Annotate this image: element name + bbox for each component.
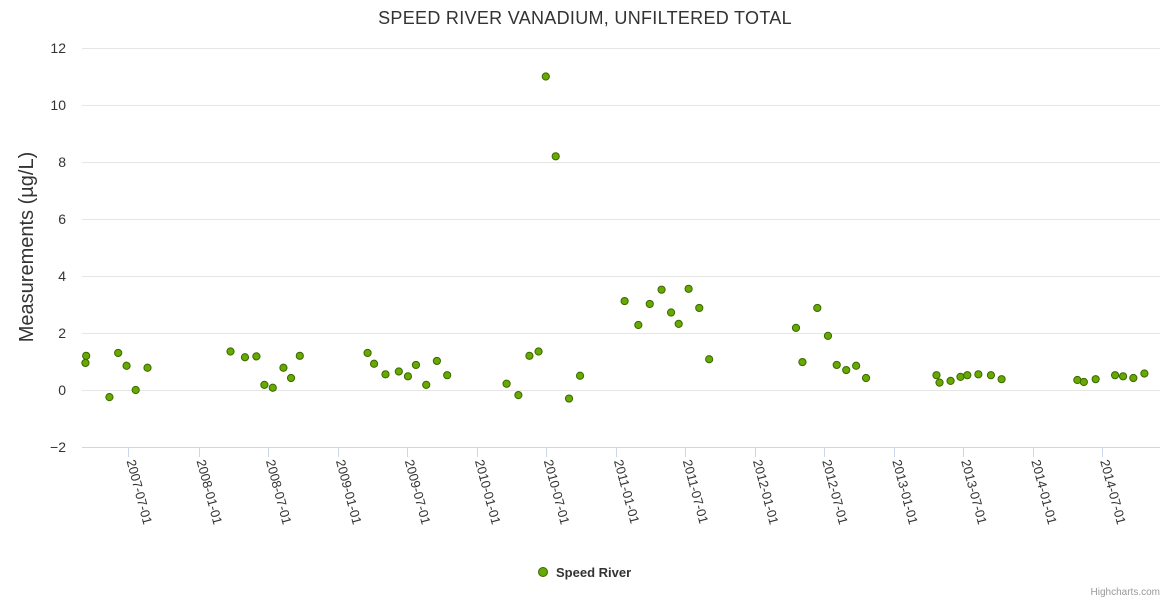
data-point[interactable]: [997, 375, 1006, 384]
data-point[interactable]: [105, 393, 114, 402]
data-point[interactable]: [620, 296, 629, 306]
data-point[interactable]: [974, 370, 983, 379]
x-tick-label: 2012-07-01: [819, 458, 851, 526]
data-point[interactable]: [705, 355, 714, 364]
data-point[interactable]: [411, 360, 421, 370]
data-point[interactable]: [122, 361, 131, 370]
data-point[interactable]: [564, 394, 574, 403]
data-point[interactable]: [81, 358, 90, 368]
data-point[interactable]: [963, 371, 972, 380]
data-point[interactable]: [422, 380, 431, 389]
x-tick-label: 2011-01-01: [611, 458, 642, 525]
data-point[interactable]: [666, 308, 676, 317]
data-point[interactable]: [935, 378, 944, 387]
data-point[interactable]: [286, 373, 296, 383]
data-point[interactable]: [695, 303, 704, 313]
data-point[interactable]: [502, 379, 511, 388]
data-point[interactable]: [956, 372, 965, 381]
y-tick-label: 10: [50, 97, 66, 113]
data-point[interactable]: [575, 371, 585, 380]
data-point[interactable]: [986, 371, 996, 380]
data-point[interactable]: [798, 357, 807, 367]
y-tick-label: 12: [50, 40, 66, 56]
data-point[interactable]: [946, 376, 955, 385]
data-point[interactable]: [852, 361, 861, 370]
data-point[interactable]: [260, 380, 269, 389]
y-tick-label: 0: [58, 382, 66, 398]
data-point[interactable]: [443, 371, 452, 380]
data-point[interactable]: [1079, 377, 1088, 387]
data-point[interactable]: [551, 152, 560, 161]
data-point[interactable]: [114, 348, 123, 358]
data-point[interactable]: [369, 359, 379, 368]
y-tick-label: 8: [58, 154, 66, 170]
data-point[interactable]: [832, 360, 841, 370]
data-point[interactable]: [657, 285, 666, 294]
data-point[interactable]: [252, 352, 261, 361]
y-axis-title: Measurements (µg/L): [16, 152, 38, 342]
data-point[interactable]: [1118, 372, 1128, 381]
data-point[interactable]: [534, 347, 543, 356]
y-tick-label: 6: [58, 211, 66, 227]
data-point[interactable]: [1091, 375, 1100, 384]
x-tick-label: 2009-07-01: [402, 458, 434, 526]
data-point[interactable]: [240, 353, 250, 362]
data-point[interactable]: [514, 391, 523, 400]
x-tick-label: 2010-07-01: [541, 458, 573, 526]
x-tick-label: 2008-01-01: [194, 458, 226, 526]
data-point[interactable]: [432, 356, 441, 366]
data-point[interactable]: [268, 383, 277, 392]
x-tick-label: 2010-01-01: [472, 458, 504, 526]
data-point[interactable]: [932, 371, 941, 380]
data-point[interactable]: [645, 299, 654, 309]
data-point[interactable]: [791, 323, 801, 332]
x-tick-label: 2014-07-01: [1097, 458, 1129, 526]
x-tick-label: 2013-07-01: [958, 458, 990, 526]
data-point[interactable]: [634, 320, 643, 330]
y-tick-label: −2: [50, 439, 66, 455]
data-point[interactable]: [131, 385, 140, 395]
data-point[interactable]: [403, 372, 413, 381]
legend-marker-icon: [538, 567, 548, 577]
y-tick-label: 4: [58, 268, 66, 284]
data-point[interactable]: [295, 351, 304, 360]
data-point[interactable]: [525, 351, 534, 360]
credits-link[interactable]: Highcharts.com: [1091, 587, 1160, 598]
data-point[interactable]: [1140, 369, 1149, 378]
data-point[interactable]: [684, 284, 693, 293]
x-tick-label: 2007-07-01: [124, 458, 156, 526]
data-points: [81, 72, 1149, 403]
grid-lines: [82, 48, 1160, 391]
y-axis: −2 0 2 4 6 8 10 12: [50, 40, 66, 455]
data-point[interactable]: [541, 72, 550, 81]
data-point[interactable]: [861, 373, 871, 383]
data-point[interactable]: [381, 370, 390, 379]
x-tick-label: 2011-07-01: [680, 458, 711, 525]
x-tick-label: 2014-01-01: [1028, 458, 1060, 526]
y-tick-label: 2: [58, 325, 66, 341]
chart-title: SPEED RIVER VANADIUM, UNFILTERED TOTAL: [378, 8, 792, 28]
x-tick-label: 2008-07-01: [263, 458, 295, 526]
x-tick-label: 2012-01-01: [750, 458, 782, 526]
x-tick-label: 2013-01-01: [889, 458, 921, 526]
legend-item-speed-river[interactable]: Speed River: [556, 565, 631, 580]
data-point[interactable]: [674, 319, 683, 328]
data-point[interactable]: [226, 347, 235, 356]
data-point[interactable]: [1110, 371, 1120, 380]
data-point[interactable]: [363, 348, 372, 358]
data-point[interactable]: [279, 363, 288, 372]
x-tick-label: 2009-01-01: [333, 458, 365, 526]
legend[interactable]: Speed River: [538, 565, 632, 580]
data-point[interactable]: [823, 331, 833, 340]
x-axis: 2007-07-01 2008-01-01 2008-07-01 2009-01-01…: [82, 447, 1160, 526]
data-point[interactable]: [82, 351, 91, 360]
data-point[interactable]: [813, 303, 822, 313]
data-point[interactable]: [143, 363, 152, 372]
data-point[interactable]: [1129, 373, 1138, 383]
data-point[interactable]: [394, 367, 403, 376]
data-point[interactable]: [842, 365, 851, 375]
